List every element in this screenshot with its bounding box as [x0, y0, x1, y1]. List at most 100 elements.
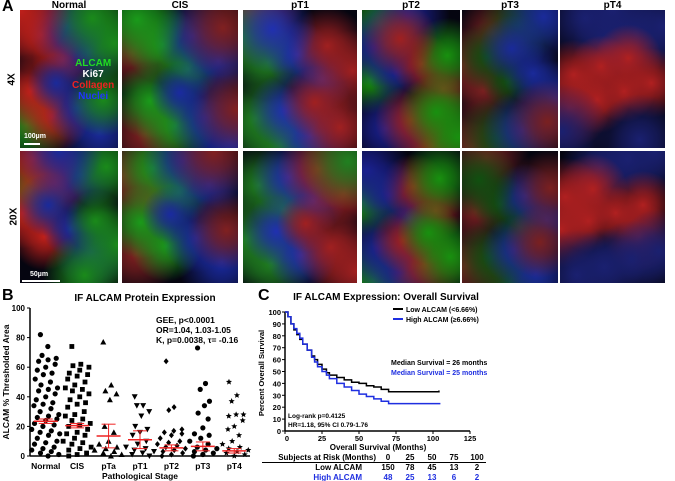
data-point [37, 332, 44, 338]
data-point [224, 426, 231, 432]
data-point [100, 339, 107, 345]
data-point [45, 432, 52, 438]
data-point [36, 388, 42, 394]
legend-nuclei: Nuclei [78, 91, 109, 102]
data-point [187, 438, 193, 444]
x-tick-label: 0 [285, 434, 289, 443]
risk-time: 100 [470, 453, 484, 462]
data-point [82, 379, 88, 385]
stats-annotation: GEE, p<0.0001 OR=1.04, 1.03-1.05 K, p=0.… [156, 315, 238, 345]
data-point [56, 411, 62, 418]
x-axis-label: Overall Survival (Months) [330, 443, 427, 452]
risk-time: 75 [450, 453, 459, 462]
data-point [91, 447, 98, 453]
data-point [48, 448, 54, 455]
x-tick-label: 100 [427, 434, 440, 443]
data-point [168, 432, 174, 439]
y-tick-label: 100 [268, 308, 281, 317]
risk-time: 50 [428, 453, 437, 462]
data-point [102, 387, 109, 394]
data-point [82, 432, 88, 438]
data-point [239, 417, 246, 424]
data-point [64, 431, 70, 437]
panel-a-label: A [2, 0, 14, 15]
data-point [45, 413, 52, 419]
survival-curve [285, 311, 441, 405]
data-point [66, 447, 72, 453]
data-point [65, 404, 71, 410]
data-point [54, 385, 61, 391]
data-point [74, 429, 80, 435]
data-point [70, 363, 76, 369]
data-point [54, 416, 60, 422]
data-point [174, 442, 180, 449]
data-point [29, 447, 35, 453]
logrank-text: Log-rank p=0.4125 [288, 413, 346, 420]
data-point [219, 441, 226, 447]
data-point [191, 431, 198, 437]
data-point [231, 423, 238, 429]
micrograph-20x [20, 151, 118, 283]
data-point [241, 451, 248, 458]
data-point [113, 444, 120, 450]
data-point [108, 381, 115, 388]
data-point [40, 401, 46, 407]
risk-value: 150 [381, 463, 395, 472]
data-point [203, 447, 209, 453]
data-point [100, 450, 107, 456]
survival-chart: IF ALCAM Expression: Overall Survival 0 10… [258, 292, 487, 481]
data-point [179, 426, 185, 433]
data-point [40, 372, 46, 378]
data-point [48, 428, 54, 434]
micrograph-4x [243, 10, 357, 148]
data-point [69, 344, 75, 349]
data-point [74, 373, 80, 379]
data-point [34, 367, 40, 373]
data-point [80, 440, 86, 446]
stat-gee: GEE, p<0.0001 [156, 315, 215, 325]
micrograph-20x [362, 151, 460, 283]
data-point [240, 411, 247, 418]
data-point [57, 431, 63, 437]
y-tick-label: 40 [273, 379, 281, 388]
data-point [129, 432, 136, 439]
data-point [34, 435, 40, 441]
data-point [151, 449, 157, 455]
data-point [86, 364, 92, 370]
data-point [45, 386, 51, 392]
risk-value: 2 [475, 473, 480, 481]
data-point [45, 453, 51, 459]
data-point [45, 357, 51, 363]
data-point [66, 453, 72, 459]
scalebar-4x [24, 143, 40, 145]
x-tick-label: pT4 [227, 461, 242, 471]
risk-time: 25 [406, 453, 415, 462]
data-point [52, 361, 58, 367]
x-tick-label: pT1 [132, 461, 147, 471]
risk-row-label: High ALCAM [313, 473, 362, 481]
median-low: Median Survival = 26 months [391, 360, 487, 367]
data-point [47, 379, 54, 385]
data-point [171, 404, 177, 411]
x-tick-label: pTa [101, 461, 116, 471]
risk-header: Subjects at Risk (Months) [278, 453, 376, 462]
data-point [74, 401, 80, 407]
data-point [36, 358, 42, 364]
data-point [245, 446, 252, 453]
data-point [72, 382, 78, 388]
data-point [49, 370, 55, 376]
data-point [67, 397, 73, 403]
data-point [166, 407, 172, 414]
data-point [106, 396, 113, 403]
data-point [39, 352, 45, 358]
data-point [40, 446, 46, 452]
y-tick-label: 80 [16, 334, 25, 343]
data-point [43, 394, 49, 400]
micrograph-20x [243, 151, 357, 283]
y-tick-label: 40 [16, 393, 25, 402]
y-tick-label: 20 [273, 403, 281, 412]
risk-value: 45 [428, 463, 437, 472]
data-point [51, 444, 57, 450]
y-tick-label: 50 [273, 368, 281, 377]
data-point [29, 426, 35, 432]
